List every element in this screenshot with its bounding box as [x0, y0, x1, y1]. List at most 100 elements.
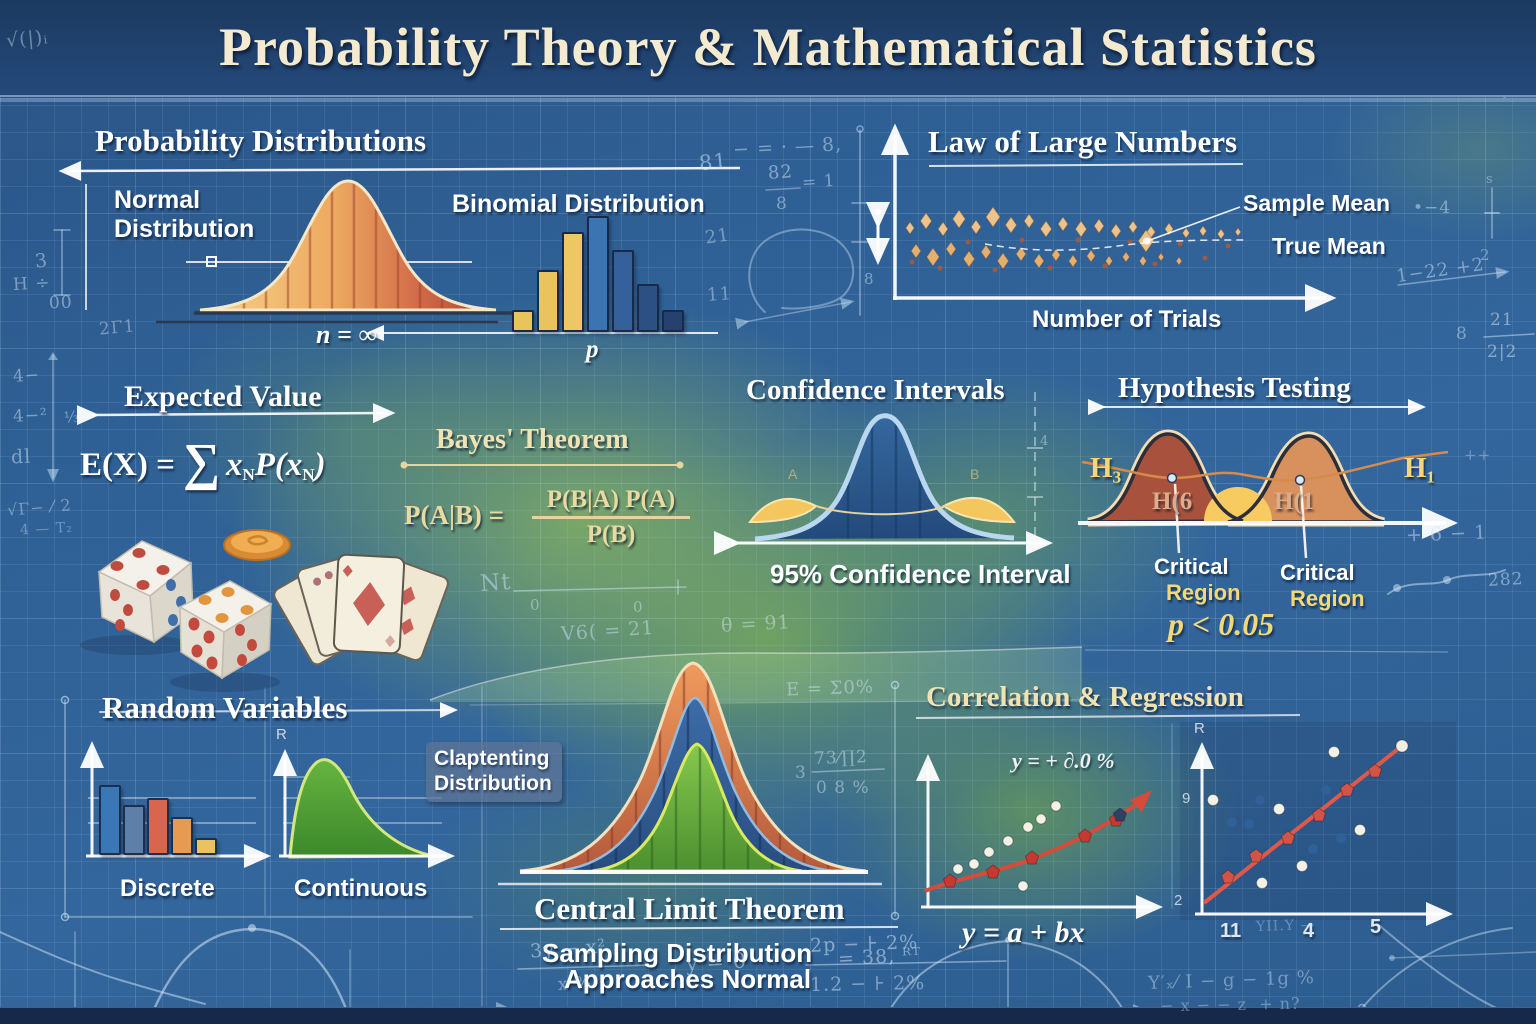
- background-scribble: 4−²: [12, 405, 49, 427]
- sigma-symbol: ∑: [182, 434, 220, 491]
- bar: [123, 805, 145, 855]
- ev-p-sub: N: [302, 464, 315, 484]
- background-scribble: 0: [530, 596, 541, 614]
- y-tick-bottom: 2: [1174, 892, 1183, 909]
- background-scribble: 81: [697, 148, 729, 176]
- confidence-intervals-figure: [714, 392, 1053, 555]
- background-scribble: 4 — T₂: [19, 519, 74, 539]
- background-scribble: 1−22 +2: [1394, 253, 1486, 288]
- bar: [195, 838, 217, 855]
- region-label-right: Region: [1290, 586, 1365, 611]
- page-title: Probability Theory & Mathematical Statis…: [219, 17, 1317, 77]
- regression-formula: y = a + bx: [962, 916, 1085, 949]
- bayes-lhs: P(A|B) =: [404, 500, 505, 530]
- normal-formula: n = ∞: [316, 320, 377, 349]
- sampling-distribution-badge: Claptenting Distribution: [426, 742, 562, 802]
- background-scribble: 11: [706, 283, 733, 306]
- x-tick-1: 11: [1220, 920, 1242, 942]
- dice-coin-cards-illustration: [80, 529, 449, 692]
- h1-inner-label: H(1: [1274, 488, 1315, 515]
- title-band: [0, 0, 1536, 102]
- background-scribble: 4−: [12, 365, 41, 387]
- background-scribble: 73⁄∏2: [813, 747, 869, 769]
- background-scribble: V6( = 21: [560, 616, 656, 646]
- background-scribble: Y′ₓ⁄ I − g − 1g %: [1147, 967, 1316, 994]
- ev-x: x: [225, 447, 243, 483]
- regression-annotation: y = + ∂.0 %: [1012, 748, 1115, 773]
- binomial-distribution-label: Binomial Distribution: [452, 190, 705, 218]
- background-scribble: 3: [33, 249, 50, 273]
- background-scribble: dl: [10, 445, 32, 469]
- bottom-band: [0, 1007, 1536, 1024]
- h0-inner-label: H(6: [1152, 488, 1193, 515]
- central-limit-theorem-heading: Central Limit Theorem: [534, 891, 845, 926]
- background-scribble: 21: [1490, 310, 1514, 330]
- ev-x-sub: N: [242, 464, 255, 484]
- bayes-heading: Bayes' Theorem: [436, 424, 629, 455]
- background-scribble: •−4: [1413, 198, 1452, 218]
- background-scribble: 82: [767, 161, 794, 184]
- background-scribble: 8: [776, 194, 788, 214]
- x-tick-2: 4: [1303, 920, 1315, 942]
- background-scribble: 2|2: [1487, 342, 1518, 362]
- playing-cards-icon: [273, 553, 449, 666]
- background-scribble: 0: [633, 598, 644, 616]
- background-scribble: 2: [1480, 246, 1491, 264]
- background-scribble: 21: [703, 224, 732, 249]
- p-value-label: p < 0.05: [1168, 606, 1275, 642]
- bar: [99, 785, 121, 855]
- correlation-regression-figure: [915, 714, 1456, 926]
- background-scribble: √Γ− ⁄ 2: [6, 495, 73, 520]
- background-scribble: ⅓: [63, 407, 81, 427]
- bar: [637, 284, 659, 332]
- h0-label: H₃: [1090, 452, 1122, 484]
- background-scribble: 8: [1456, 324, 1468, 344]
- y-tick-top: 9: [1182, 790, 1191, 807]
- ev-p: P(x: [254, 447, 303, 483]
- background-scribble: E = Σ0%: [785, 676, 875, 701]
- h1-label: H₁: [1404, 452, 1436, 484]
- critical-label-left: Critical: [1154, 554, 1229, 579]
- background-scribble: s: [1486, 172, 1494, 187]
- background-scribble: θ = 91: [720, 611, 792, 637]
- clt-subtitle-1: Sampling Distribution: [542, 938, 813, 968]
- die-icon: [178, 580, 273, 680]
- badge-line1: Claptenting: [434, 747, 550, 770]
- correlation-regression-heading: Correlation & Regression: [926, 681, 1244, 713]
- binomial-bar-chart: [512, 214, 702, 332]
- scatter-axis-glyph: R: [1194, 720, 1205, 737]
- bayes-denominator: P(B): [532, 516, 690, 549]
- background-scribble: 00: [48, 292, 73, 314]
- sample-mean-label: Sample Mean: [1243, 190, 1390, 216]
- bayes-underline: [400, 461, 684, 469]
- random-variables-heading: Random Variables: [102, 690, 348, 725]
- binomial-axis-label: p: [586, 336, 599, 363]
- bayes-fraction: P(B|A) P(A) P(B): [532, 486, 690, 549]
- number-of-trials-label: Number of Trials: [1032, 306, 1222, 333]
- bar: [147, 798, 169, 855]
- background-scribble: + 6 − 1: [1405, 521, 1488, 547]
- bar: [612, 250, 634, 332]
- region-label-left: Region: [1166, 580, 1241, 605]
- ev-close: ): [314, 447, 326, 483]
- x-tick-3: 5: [1370, 916, 1382, 938]
- continuous-label: Continuous: [294, 875, 428, 902]
- background-scribble: = 1: [801, 170, 837, 194]
- die-icon: [97, 540, 194, 644]
- bar: [537, 270, 559, 332]
- ev-lhs: E(X) =: [80, 447, 175, 483]
- background-scribble: 282: [1487, 569, 1524, 591]
- background-scribble: ++: [1464, 446, 1492, 464]
- hypothesis-testing-figure: [1078, 399, 1458, 559]
- badge-line2: Distribution: [434, 771, 552, 795]
- bar: [512, 310, 534, 332]
- background-scribble: Nt: [479, 568, 513, 598]
- law-of-large-numbers-heading: Law of Large Numbers: [928, 124, 1238, 159]
- tail-letter-left: A: [788, 466, 798, 482]
- confidence-intervals-heading: Confidence Intervals: [746, 374, 1005, 406]
- background-scribble: 8: [864, 270, 875, 288]
- bar: [171, 817, 193, 855]
- bayes-numerator: P(B|A) P(A): [546, 486, 676, 513]
- critical-label-right: Critical: [1280, 560, 1355, 585]
